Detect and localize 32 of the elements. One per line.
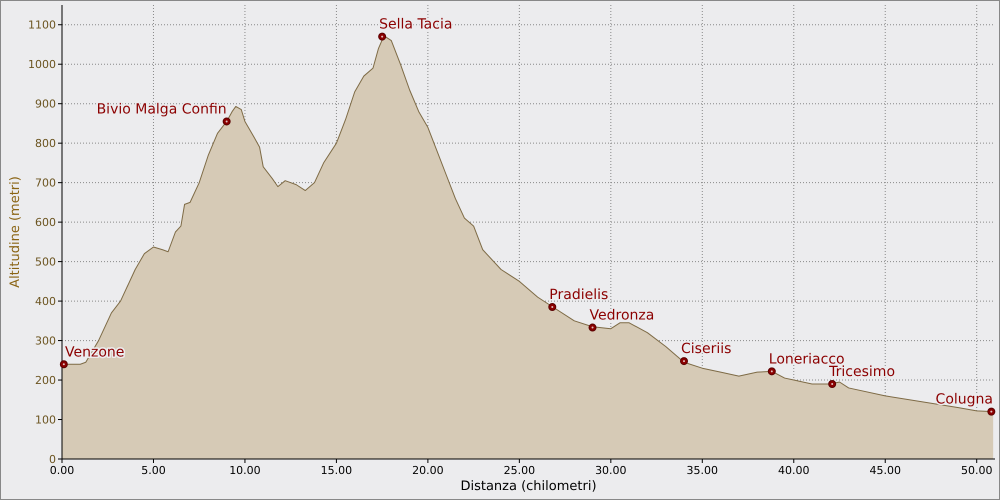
x-tick-label: 0.00 — [50, 464, 74, 477]
y-tick-label: 400 — [35, 295, 56, 308]
x-tick-label: 40.00 — [778, 464, 810, 477]
annotation: Ciseriis — [681, 341, 732, 358]
x-tick-label: 35.00 — [686, 464, 718, 477]
y-tick-label: 600 — [35, 216, 56, 230]
x-tick-label: 5.00 — [141, 464, 166, 477]
x-tick-label: 15.00 — [320, 464, 352, 477]
x-axis-title: Distanza (chilometri) — [460, 479, 597, 494]
annotation: Colugna — [936, 392, 993, 408]
y-tick-label: 300 — [35, 334, 56, 348]
annotation: Pradielis — [549, 287, 608, 304]
y-tick-label: 700 — [35, 176, 56, 190]
x-tick-label: 20.00 — [412, 464, 444, 477]
y-tick-label: 100 — [35, 414, 56, 427]
x-tick-label: 45.00 — [869, 464, 901, 477]
y-tick-label: 800 — [35, 137, 56, 150]
x-tick-label: 30.00 — [595, 464, 627, 477]
annotation: Bivio Malga Confin — [96, 101, 227, 118]
x-tick-label: 25.00 — [504, 464, 536, 477]
y-tick-label: 500 — [35, 256, 56, 269]
annotation: Tricesimo — [828, 364, 896, 380]
x-tick-label: 10.00 — [229, 464, 261, 477]
y-tick-label: 0 — [49, 453, 56, 466]
y-tick-label: 900 — [35, 98, 56, 111]
y-tick-label: 1100 — [28, 18, 56, 32]
y-tick-label: 200 — [35, 374, 56, 388]
x-tick-label: 50.00 — [960, 464, 992, 477]
annotation: Vedronza — [590, 308, 654, 324]
annotation: Sella Tacia — [379, 16, 452, 33]
y-tick-label: 1000 — [28, 58, 56, 72]
y-axis-title: Altitudine (metri) — [8, 176, 23, 288]
